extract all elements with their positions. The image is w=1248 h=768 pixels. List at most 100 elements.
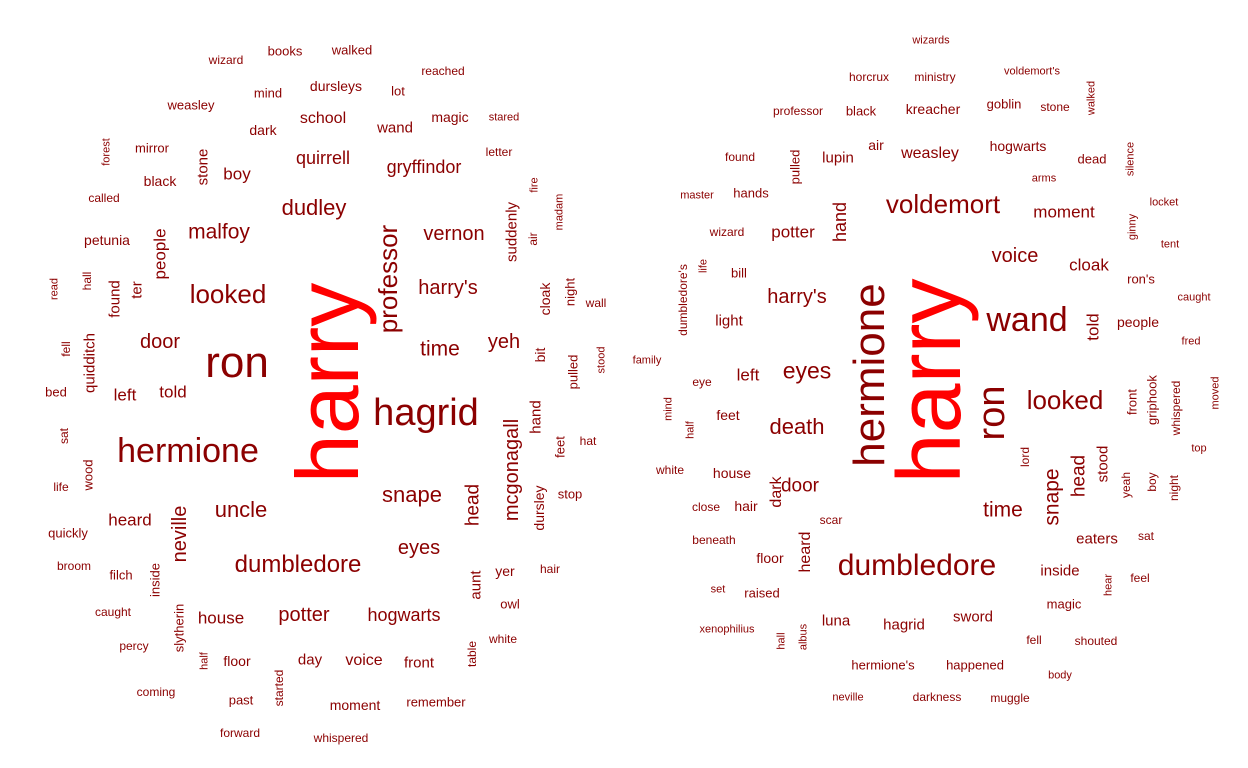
word-darkness: darkness: [912, 690, 962, 704]
word-mind: mind: [253, 85, 283, 101]
word-silence: silence: [1124, 141, 1137, 177]
word-percy: percy: [119, 639, 149, 653]
word-ron: ron: [205, 338, 269, 387]
word-vernon: vernon: [423, 223, 485, 245]
word-called: called: [88, 191, 120, 205]
word-dark: dark: [249, 122, 277, 138]
word-hall: hall: [80, 271, 94, 291]
word-hermione: hermione: [117, 432, 259, 470]
word-mirror: mirror: [135, 140, 169, 156]
word-eaters: eaters: [1076, 530, 1118, 548]
word-happened: happened: [946, 657, 1004, 673]
word-voldemort-s: voldemort's: [1004, 65, 1060, 78]
word-heard: heard: [108, 510, 152, 530]
word-wand: wand: [986, 301, 1068, 339]
word-head: head: [1068, 454, 1090, 498]
word-wizard: wizard: [709, 225, 745, 239]
word-caught: caught: [94, 605, 132, 619]
word-wand: wand: [377, 119, 413, 137]
word-tent: tent: [1160, 238, 1180, 251]
word-voice: voice: [345, 652, 383, 669]
word-ron-s: ron's: [1127, 271, 1155, 287]
word-hermione: hermione: [845, 283, 894, 467]
word-aunt: aunt: [467, 570, 485, 600]
word-locket: locket: [1149, 196, 1179, 209]
word-neville: neville: [169, 505, 191, 563]
word-close: close: [691, 500, 721, 514]
word-fred: fred: [1181, 335, 1201, 348]
word-hogwarts: hogwarts: [989, 138, 1047, 154]
word-yeah: yeah: [1119, 471, 1133, 499]
word-xenophilius: xenophilius: [699, 623, 755, 636]
word-broom: broom: [56, 559, 92, 573]
word-filch: filch: [109, 567, 133, 583]
word-harry-s: harry's: [418, 277, 478, 299]
word-ginny: ginny: [1126, 213, 1139, 241]
word-dead: dead: [1077, 151, 1107, 167]
word-weasley: weasley: [167, 97, 215, 113]
word-hat: hat: [579, 434, 597, 448]
word-house: house: [712, 465, 752, 481]
word-hair: hair: [734, 498, 758, 514]
word-stood: stood: [595, 346, 608, 374]
word-cloak: cloak: [537, 282, 553, 316]
word-master: master: [680, 189, 714, 202]
word-pulled: pulled: [565, 354, 581, 390]
word-albus: albus: [797, 623, 810, 651]
word-mcgonagall: mcgonagall: [501, 418, 523, 522]
word-dursley: dursley: [531, 485, 547, 531]
word-boy: boy: [1145, 472, 1159, 492]
word-wood: wood: [80, 459, 96, 491]
word-neville: neville: [832, 691, 864, 704]
word-floor: floor: [223, 653, 251, 669]
word-hagrid: hagrid: [373, 392, 479, 434]
word-front: front: [1124, 388, 1140, 416]
word-wall: wall: [585, 296, 607, 310]
word-body: body: [1048, 669, 1072, 682]
word-owl: owl: [500, 596, 520, 612]
word-shouted: shouted: [1074, 634, 1118, 648]
word-life: life: [697, 258, 710, 274]
word-inside: inside: [147, 563, 163, 597]
word-cloud-left: harry ron hagrid hermione professor looked dum…: [45, 44, 608, 745]
word-fire: fire: [528, 177, 541, 193]
word-floor: floor: [756, 550, 784, 566]
word-bed: bed: [45, 384, 67, 400]
word-people: people: [150, 228, 170, 280]
word-front: front: [403, 654, 435, 672]
word-gryffindor: gryffindor: [386, 157, 462, 177]
word-ter: ter: [128, 281, 146, 299]
word-half: half: [684, 421, 697, 439]
word-stared: stared: [488, 111, 520, 124]
word-arms: arms: [1031, 172, 1057, 185]
word-professor: professor: [373, 224, 403, 334]
word-boy: boy: [223, 164, 251, 184]
word-harry: harry: [880, 278, 980, 484]
word-time: time: [420, 337, 460, 361]
word-magic: magic: [1046, 596, 1082, 612]
word-looked: looked: [1026, 385, 1104, 415]
word-hogwarts: hogwarts: [367, 605, 441, 625]
word-hair: hair: [539, 562, 561, 576]
word-eye: eye: [692, 375, 712, 389]
word-night: night: [1167, 474, 1181, 502]
word-snape: snape: [1040, 468, 1064, 526]
word-hagrid: hagrid: [883, 616, 925, 634]
word-read: read: [48, 277, 61, 301]
word-told: told: [159, 382, 187, 402]
word-dumbledore: dumbledore: [837, 549, 997, 582]
word-white: white: [655, 463, 685, 477]
word-ministry: ministry: [914, 70, 956, 84]
word-left: left: [736, 365, 760, 385]
word-door: door: [780, 475, 820, 497]
word-fell: fell: [59, 341, 73, 357]
word-past: past: [228, 692, 254, 708]
word-hands: hands: [733, 185, 769, 201]
word-kreacher: kreacher: [905, 101, 961, 117]
word-snape: snape: [382, 482, 442, 507]
word-quickly: quickly: [48, 525, 88, 541]
word-dursleys: dursleys: [309, 78, 363, 94]
word-dumbledore: dumbledore: [234, 551, 362, 578]
word-muggle: muggle: [990, 691, 1030, 705]
word-eyes: eyes: [397, 537, 441, 559]
